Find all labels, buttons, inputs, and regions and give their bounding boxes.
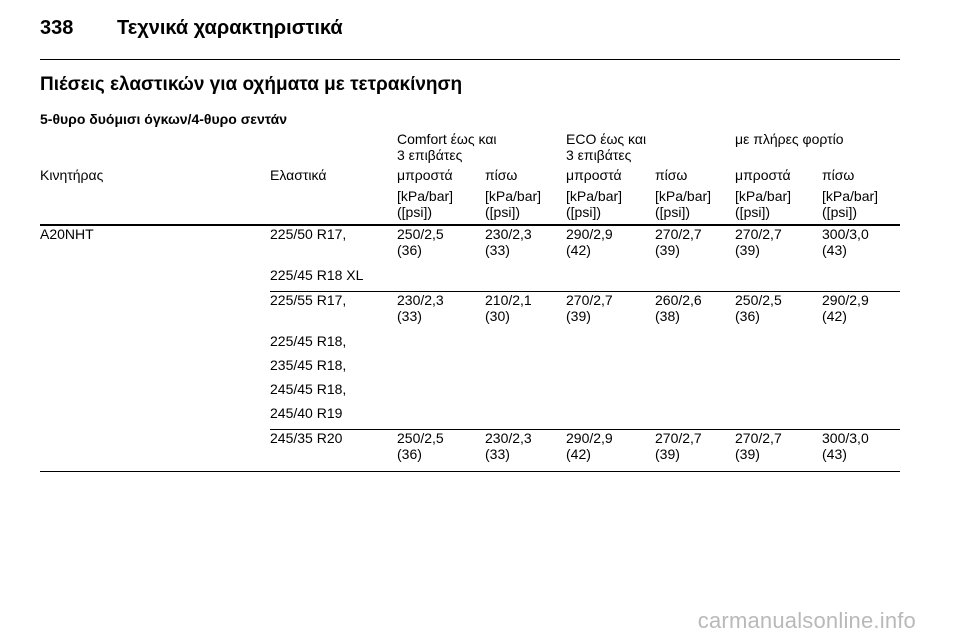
unit-label: [kPa/bar] ([psi]) — [655, 188, 712, 220]
empty-header — [40, 131, 270, 167]
column-header-front: μπροστά — [397, 167, 453, 183]
tire-size: 245/40 R19 — [270, 405, 343, 421]
pressure-value: 300/3,0 (43) — [822, 430, 869, 462]
tire-pressure-table: Comfort έως και 3 επιβάτες ECO έως και 3… — [40, 131, 901, 472]
empty-header — [270, 188, 397, 225]
subsection-title: 5-θυρο δυόμισι όγκων/4-θυρο σεντάν — [40, 111, 287, 127]
pressure-value: 270/2,7 (39) — [655, 226, 702, 258]
empty-cell — [397, 333, 900, 357]
pressure-value: 250/2,5 (36) — [397, 226, 444, 258]
column-header-rear: πίσω — [485, 167, 518, 183]
unit-label: [kPa/bar] ([psi]) — [397, 188, 454, 220]
group-header-row: Comfort έως και 3 επιβάτες ECO έως και 3… — [40, 131, 900, 167]
group-header-eco: ECO έως και 3 επιβάτες — [566, 131, 647, 163]
table-row: 225/55 R17, 230/2,3 (33) 210/2,1 (30) 27… — [40, 292, 900, 334]
pressure-value: 270/2,7 (39) — [735, 430, 782, 462]
unit-label: [kPa/bar] ([psi]) — [822, 188, 879, 220]
pressure-value: 230/2,3 (33) — [397, 292, 444, 324]
pressure-value: 230/2,3 (33) — [485, 226, 532, 258]
column-header-rear: πίσω — [655, 167, 688, 183]
column-header-rear: πίσω — [822, 167, 855, 183]
empty-cell — [397, 267, 900, 292]
tire-size: 225/45 R18 XL — [270, 267, 364, 283]
pressure-value: 210/2,1 (30) — [485, 292, 532, 324]
table-row: 245/35 R20 250/2,5 (36) 230/2,3 (33) 290… — [40, 430, 901, 472]
tire-size: 245/35 R20 — [270, 430, 343, 446]
pressure-value: 250/2,5 (36) — [735, 292, 782, 324]
tire-size: 225/45 R18, — [270, 333, 347, 349]
table-row: 245/45 R18, — [40, 381, 900, 405]
pressure-value: 300/3,0 (43) — [822, 226, 869, 258]
tire-size: 225/55 R17, — [270, 292, 347, 308]
section-title: Πιέσεις ελαστικών για οχήματα με τετρακί… — [40, 74, 463, 95]
unit-label: [kPa/bar] ([psi]) — [566, 188, 623, 220]
table-row: 225/45 R18, — [40, 333, 900, 357]
empty-cell — [397, 381, 900, 405]
header-divider — [40, 59, 900, 60]
chapter-title: Τεχνικά χαρακτηριστικά — [117, 17, 343, 39]
unit-header-row: [kPa/bar] ([psi]) [kPa/bar] ([psi]) [kPa… — [40, 188, 901, 225]
pressure-value: 260/2,6 (38) — [655, 292, 702, 324]
table-row: A20NHT 225/50 R17, 250/2,5 (36) 230/2,3 … — [40, 225, 900, 267]
pressure-value: 290/2,9 (42) — [566, 226, 613, 258]
pressure-value: 290/2,9 (42) — [566, 430, 613, 462]
empty-cell — [397, 357, 900, 381]
column-header-front: μπροστά — [566, 167, 622, 183]
empty-cell — [397, 405, 900, 430]
tire-size: 235/45 R18, — [270, 357, 347, 373]
table-row: 225/45 R18 XL — [40, 267, 901, 292]
unit-label: [kPa/bar] ([psi]) — [735, 188, 792, 220]
pressure-value: 270/2,7 (39) — [566, 292, 613, 324]
pressure-value: 270/2,7 (39) — [655, 430, 702, 462]
page-number: 338 — [40, 17, 74, 39]
column-header-row: Κινητήρας Ελαστικά μπροστά πίσω μπροστά … — [40, 167, 900, 188]
tire-size: 225/50 R17, — [270, 226, 347, 242]
pressure-value: 270/2,7 (39) — [735, 226, 782, 258]
pressure-value: 290/2,9 (42) — [822, 292, 869, 324]
column-header-tires: Ελαστικά — [270, 167, 327, 183]
pressure-value: 250/2,5 (36) — [397, 430, 444, 462]
engine-cell: A20NHT — [40, 226, 94, 242]
table-row: 245/40 R19 — [40, 405, 901, 430]
group-header-comfort: Comfort έως και 3 επιβάτες — [397, 131, 497, 163]
tire-size: 245/45 R18, — [270, 381, 347, 397]
watermark: carmanualsonline.info — [697, 608, 916, 633]
empty-header — [270, 131, 397, 167]
column-header-front: μπροστά — [735, 167, 791, 183]
column-header-engine: Κινητήρας — [40, 167, 104, 183]
unit-label: [kPa/bar] ([psi]) — [485, 188, 542, 220]
empty-header — [40, 188, 270, 225]
pressure-value: 230/2,3 (33) — [485, 430, 532, 462]
table-row: 235/45 R18, — [40, 357, 900, 381]
group-header-full-load: με πλήρες φορτίο — [735, 131, 844, 147]
